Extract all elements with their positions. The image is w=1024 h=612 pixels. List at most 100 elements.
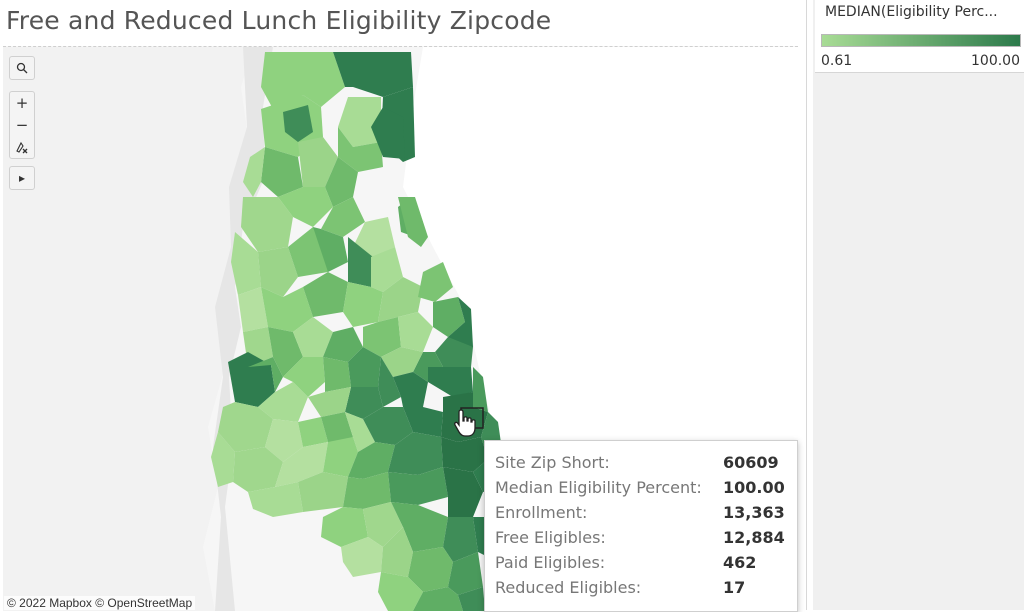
zip-region [325,157,358,207]
tooltip-label: Site Zip Short: [495,453,610,472]
zip-region [283,105,313,142]
zip-region [241,197,293,252]
zip-region [418,262,453,302]
tooltip-value: 17 [723,578,746,597]
pin-reset-icon [16,141,28,154]
zip-region [308,387,351,417]
hand-pointer-icon [454,409,476,437]
legend-min-label: 0.61 [821,53,853,69]
zip-region [341,537,383,577]
zoom-tools: + − [9,91,35,159]
zip-region [323,357,351,392]
zip-region [343,472,391,509]
zip-region [228,352,275,407]
choropleth-map[interactable] [3,47,798,611]
zip-region [323,327,363,362]
search-button[interactable] [10,57,34,79]
zip-region [403,407,443,437]
zip-region [348,442,395,479]
legend-title: MEDIAN(Eligibility Perc... [825,4,998,20]
reset-map-button[interactable] [10,136,34,158]
zip-region [323,437,358,477]
zip-region [378,572,423,611]
zip-region [283,357,325,397]
map-attribution[interactable]: © 2022 Mapbox © OpenStreetMap [4,596,196,610]
zip-region [278,187,333,227]
map-tooltip: Site Zip Short: 60609 Median Eligibility… [484,440,798,612]
tooltip-value: 60609 [723,453,779,472]
tooltip-label: Median Eligibility Percent: [495,478,702,497]
tooltip-value: 462 [723,553,757,572]
tooltip-label: Paid Eligibles: [495,553,606,572]
zip-region [261,287,313,332]
tooltip-row: Paid Eligibles: 462 [495,550,795,575]
zip-region [303,272,348,317]
zip-region [258,247,298,297]
zip-region [321,507,368,547]
map-toolbar: + − ▸ [9,56,35,190]
zip-region [345,412,375,452]
tooltip-label: Free Eligibles: [495,528,606,547]
zip-region [321,197,365,237]
zip-regions[interactable] [211,52,508,611]
zip-region [261,52,345,109]
zip-region [371,247,403,292]
zip-region [313,227,348,272]
zip-region [391,502,448,552]
zip-region [298,417,328,447]
zip-region [388,432,443,475]
legend-max-label: 100.00 [971,53,1020,69]
zip-region [258,382,308,422]
zip-region [248,482,303,517]
zip-region [238,287,268,332]
expand-toolbar-button[interactable]: ▸ [18,171,26,185]
zip-region [398,312,433,352]
zip-region [381,347,423,377]
zip-region [473,367,488,412]
zip-region [393,372,428,407]
zip-region [338,127,383,172]
zip-region [218,402,273,452]
zip-region [348,347,381,387]
legend-panel: MEDIAN(Eligibility Perc... 0.61 100.00 [813,0,1024,610]
zip-region [428,367,473,397]
tooltip-row: Median Eligibility Percent: 100.00 [495,475,795,500]
zip-region [211,432,235,487]
search-tool[interactable] [9,56,35,80]
zip-region [443,517,478,562]
zip-region [345,387,383,419]
tooltip-value: 100.00 [723,478,785,497]
zip-region [248,357,283,392]
zip-region [298,137,338,187]
zip-region [448,297,473,347]
zoom-out-button[interactable]: − [15,116,29,134]
tooltip-row: Enrollment: 13,363 [495,500,795,525]
zip-region [298,472,348,512]
zip-region [348,237,373,287]
zoom-in-button[interactable]: + [15,94,29,112]
zip-region [443,467,483,517]
search-icon [16,62,28,74]
zip-region [338,97,381,147]
zip-region [371,107,405,159]
zip-region [231,232,261,295]
zip-region [293,317,333,357]
tooltip-label: Reduced Eligibles: [495,578,642,597]
tooltip-label: Enrollment: [495,503,588,522]
page-title: Free and Reduced Lunch Eligibility Zipco… [6,6,552,35]
zip-region [363,317,401,357]
zip-region [448,552,483,595]
map-view[interactable] [3,46,798,611]
zip-region [343,282,383,327]
zip-region [378,277,423,322]
zip-region [441,437,488,472]
tooltip-value: 13,363 [723,503,785,522]
zip-region [388,467,448,505]
zip-region [261,147,303,197]
color-legend[interactable]: MEDIAN(Eligibility Perc... 0.61 100.00 [815,0,1024,73]
zip-region [408,547,453,592]
zip-region [353,217,395,257]
tooltip-row: Reduced Eligibles: 17 [495,575,795,600]
zip-region [398,197,428,247]
tooltip-row: Site Zip Short: 60609 [495,450,795,475]
